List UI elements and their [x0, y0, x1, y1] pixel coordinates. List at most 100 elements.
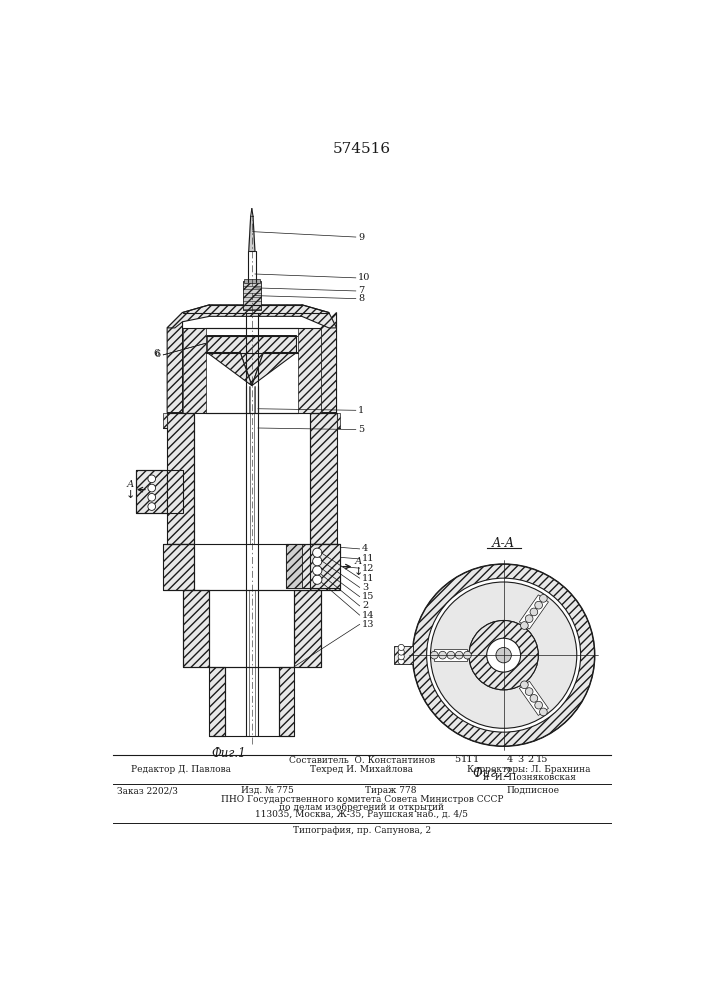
Polygon shape: [294, 590, 321, 667]
Polygon shape: [163, 544, 194, 590]
Text: 10: 10: [358, 273, 370, 282]
Polygon shape: [310, 413, 337, 544]
Text: 113035, Москва, Ж-35, Раушская наб., д. 4/5: 113035, Москва, Ж-35, Раушская наб., д. …: [255, 810, 469, 819]
Text: Техред И. Михайлова: Техред И. Михайлова: [310, 765, 414, 774]
Polygon shape: [136, 470, 167, 513]
Circle shape: [148, 503, 156, 510]
Circle shape: [486, 638, 520, 672]
Text: Корректоры: Л. Брахнина: Корректоры: Л. Брахнина: [467, 765, 591, 774]
Circle shape: [413, 564, 595, 746]
Circle shape: [398, 658, 404, 664]
Circle shape: [539, 708, 547, 716]
Circle shape: [539, 595, 547, 602]
Polygon shape: [321, 312, 337, 413]
Circle shape: [312, 557, 322, 566]
Text: 3: 3: [362, 583, 368, 592]
Polygon shape: [167, 470, 182, 513]
Circle shape: [464, 651, 472, 659]
Circle shape: [530, 608, 538, 616]
Polygon shape: [206, 353, 252, 386]
Polygon shape: [249, 216, 255, 251]
Text: 15: 15: [362, 592, 374, 601]
Text: 574516: 574516: [333, 142, 391, 156]
Circle shape: [148, 475, 156, 483]
Text: ПНО Государственного комитета Совета Министров СССР: ПНО Государственного комитета Совета Мин…: [221, 795, 503, 804]
Text: 6: 6: [153, 349, 160, 358]
Circle shape: [534, 601, 542, 609]
Text: 2: 2: [362, 601, 368, 610]
Text: 9: 9: [358, 233, 364, 242]
Polygon shape: [182, 590, 209, 667]
Text: Подписное: Подписное: [506, 786, 559, 795]
Polygon shape: [163, 413, 167, 428]
Circle shape: [439, 651, 446, 659]
Text: 15: 15: [536, 755, 549, 764]
Text: 12: 12: [362, 564, 375, 573]
Text: Тираж 778: Тираж 778: [365, 786, 416, 795]
Text: Составитель  О. Константинов: Составитель О. Константинов: [289, 756, 435, 765]
Circle shape: [530, 695, 538, 702]
Polygon shape: [167, 413, 194, 544]
Circle shape: [534, 701, 542, 709]
Circle shape: [455, 651, 463, 659]
Circle shape: [148, 493, 156, 501]
Polygon shape: [337, 413, 340, 428]
Text: по делам изобретений и открытий: по делам изобретений и открытий: [279, 802, 445, 812]
Circle shape: [469, 620, 538, 690]
Text: ↓: ↓: [126, 490, 135, 500]
Polygon shape: [182, 328, 206, 413]
Bar: [244, 279, 259, 283]
Text: А: А: [354, 557, 362, 566]
Text: 5: 5: [455, 755, 460, 764]
Polygon shape: [286, 544, 340, 588]
Circle shape: [431, 651, 438, 659]
Polygon shape: [209, 667, 225, 736]
Text: 5: 5: [358, 425, 364, 434]
Text: 7: 7: [358, 286, 364, 295]
Polygon shape: [394, 646, 413, 664]
Text: 13: 13: [362, 620, 375, 629]
Circle shape: [426, 578, 580, 732]
Text: ↓: ↓: [354, 567, 363, 577]
Text: 11: 11: [460, 755, 473, 764]
Text: Изд. № 775: Изд. № 775: [241, 786, 293, 795]
Polygon shape: [207, 336, 296, 386]
Circle shape: [398, 644, 404, 651]
Text: и  И. Позняковская: и И. Позняковская: [483, 773, 575, 782]
Polygon shape: [252, 353, 298, 386]
Circle shape: [447, 651, 455, 659]
Circle shape: [431, 582, 577, 728]
Text: 1: 1: [473, 755, 479, 764]
Circle shape: [312, 548, 322, 557]
Text: 11: 11: [362, 554, 375, 563]
Circle shape: [148, 484, 156, 492]
Text: 6: 6: [155, 350, 161, 359]
Text: 1: 1: [358, 406, 364, 415]
Circle shape: [525, 688, 533, 695]
Text: 8: 8: [358, 294, 364, 303]
Text: Фиг.1: Фиг.1: [211, 747, 246, 760]
Text: Фиг. 2: Фиг. 2: [473, 767, 511, 780]
Polygon shape: [167, 305, 337, 328]
Text: Заказ 2202/3: Заказ 2202/3: [117, 786, 178, 795]
Polygon shape: [520, 681, 549, 715]
Bar: [243, 281, 261, 310]
Polygon shape: [434, 649, 467, 661]
Text: 14: 14: [362, 611, 375, 620]
Circle shape: [496, 647, 511, 663]
Circle shape: [312, 566, 322, 575]
Text: 2: 2: [527, 755, 534, 764]
Polygon shape: [298, 328, 321, 413]
Circle shape: [398, 649, 404, 655]
Text: 11: 11: [362, 574, 375, 583]
Text: 4: 4: [507, 755, 513, 764]
Circle shape: [520, 622, 528, 629]
Circle shape: [398, 654, 404, 660]
Polygon shape: [167, 312, 182, 413]
Text: А: А: [127, 480, 134, 489]
Polygon shape: [310, 544, 340, 590]
Polygon shape: [279, 667, 294, 736]
Polygon shape: [520, 595, 549, 629]
Text: А-А: А-А: [492, 537, 515, 550]
Text: Типография, пр. Сапунова, 2: Типография, пр. Сапунова, 2: [293, 826, 431, 835]
